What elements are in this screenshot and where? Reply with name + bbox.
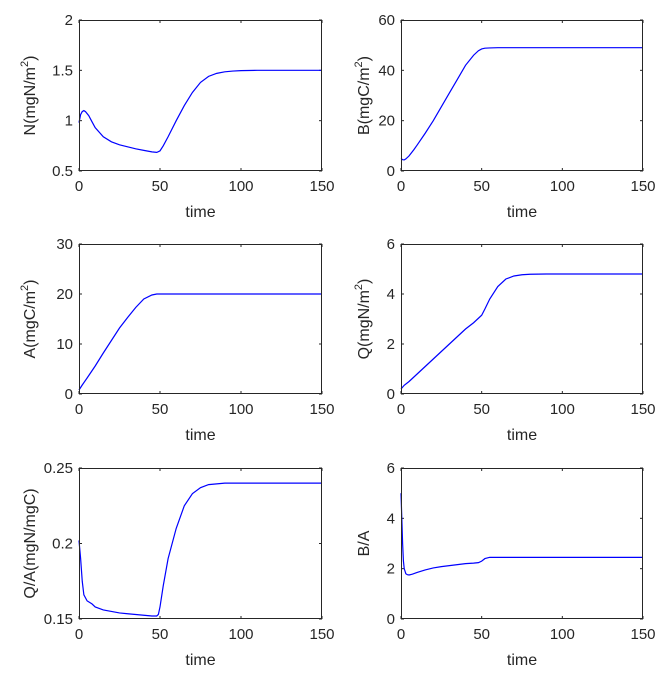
x-axis-label: time xyxy=(507,652,537,669)
y-tick-label: 2 xyxy=(387,561,395,578)
y-axis-label: B/A xyxy=(356,530,373,556)
y-tick-label: 20 xyxy=(56,286,73,303)
x-tick-label: 0 xyxy=(397,626,405,643)
x-tick-label: 50 xyxy=(152,401,169,418)
y-tick-label: 0.5 xyxy=(52,163,73,180)
axes-frame xyxy=(401,468,643,619)
plot-area xyxy=(79,468,322,619)
chart-panel-1: 0 50 100 150 0.5 1 1.5 2 time N(mgN/m2) xyxy=(19,12,335,221)
chart-panel-2: 0 50 100 150 0 20 40 60 time B(mgC/m2) xyxy=(353,12,656,221)
y-tick-label: 6 xyxy=(387,236,395,253)
x-tick-label: 100 xyxy=(550,401,575,418)
plot-area xyxy=(401,468,643,619)
y-tick-label: 0 xyxy=(387,611,395,628)
x-tick-label: 150 xyxy=(309,178,334,195)
plot-area xyxy=(79,244,322,394)
x-tick-label: 150 xyxy=(309,401,334,418)
plot-area xyxy=(79,20,322,171)
y-tick-label: 10 xyxy=(56,336,73,353)
y-tick-label: 2 xyxy=(65,12,73,29)
x-tick-label: 0 xyxy=(75,178,83,195)
y-axis-label: B(mgC/m2) xyxy=(353,56,373,135)
y-axis-label: A(mgC/m2) xyxy=(19,279,39,358)
x-tick-label: 0 xyxy=(75,626,83,643)
x-tick-label: 150 xyxy=(309,626,334,643)
axes-frame xyxy=(401,244,643,394)
y-tick-label: 1.5 xyxy=(52,62,73,79)
x-axis-label: time xyxy=(507,427,537,444)
x-axis-label: time xyxy=(185,204,215,221)
y-tick-label: 0.2 xyxy=(52,536,73,553)
x-tick-label: 150 xyxy=(630,401,655,418)
x-axis-label: time xyxy=(185,652,215,669)
series-line-1 xyxy=(78,293,322,391)
y-tick-label: 60 xyxy=(378,12,395,29)
series-line-1 xyxy=(400,273,643,390)
x-tick-label: 0 xyxy=(397,401,405,418)
axes-frame xyxy=(401,20,643,171)
axes-frame xyxy=(79,244,322,394)
x-tick-label: 50 xyxy=(152,178,169,195)
y-tick-label: 4 xyxy=(387,286,395,303)
chart-panel-4: 0 50 100 150 0 2 4 6 time Q(mgN/m2) xyxy=(353,236,656,444)
y-tick-label: 0 xyxy=(387,163,395,180)
axes-frame xyxy=(79,468,322,619)
y-axis-label: N(mgN/m2) xyxy=(19,56,39,136)
x-tick-label: 100 xyxy=(550,626,575,643)
y-tick-label: 0.15 xyxy=(44,611,73,628)
x-tick-label: 100 xyxy=(550,178,575,195)
y-axis-label: Q/A(mgN/mgC) xyxy=(22,488,39,598)
y-tick-label: 0.25 xyxy=(44,460,73,477)
series-line-1 xyxy=(400,493,643,576)
plot-area xyxy=(401,20,643,171)
series-line-1 xyxy=(78,69,322,153)
y-tick-label: 1 xyxy=(65,113,73,130)
y-tick-label: 20 xyxy=(378,113,395,130)
chart-panel-6: 0 50 100 150 0 2 4 6 time B/A xyxy=(356,460,656,669)
chart-panel-5: 0 50 100 150 0.15 0.2 0.25 time Q/A(mgN/mgC) xyxy=(22,460,335,669)
x-tick-label: 150 xyxy=(630,626,655,643)
y-tick-label: 30 xyxy=(56,236,73,253)
y-tick-label: 0 xyxy=(65,386,73,403)
y-tick-label: 6 xyxy=(387,460,395,477)
x-axis-label: time xyxy=(507,204,537,221)
y-axis-label: Q(mgN/m2) xyxy=(353,279,373,360)
x-tick-label: 150 xyxy=(630,178,655,195)
x-tick-label: 50 xyxy=(152,626,169,643)
y-tick-label: 4 xyxy=(387,510,395,527)
x-tick-label: 50 xyxy=(473,401,490,418)
x-tick-label: 100 xyxy=(228,401,253,418)
x-tick-label: 50 xyxy=(473,178,490,195)
chart-panel-3: 0 50 100 150 0 10 20 30 time A(mgC/m2) xyxy=(19,236,335,444)
y-tick-label: 0 xyxy=(387,386,395,403)
x-tick-label: 0 xyxy=(75,401,83,418)
series-line-1 xyxy=(400,47,643,161)
x-tick-label: 0 xyxy=(397,178,405,195)
x-axis-label: time xyxy=(185,427,215,444)
x-tick-label: 100 xyxy=(228,178,253,195)
y-tick-label: 2 xyxy=(387,336,395,353)
x-tick-label: 100 xyxy=(228,626,253,643)
y-tick-label: 40 xyxy=(378,62,395,79)
x-tick-label: 50 xyxy=(473,626,490,643)
axes-frame xyxy=(79,20,322,171)
series-line-1 xyxy=(78,482,322,617)
plot-area xyxy=(401,244,643,394)
